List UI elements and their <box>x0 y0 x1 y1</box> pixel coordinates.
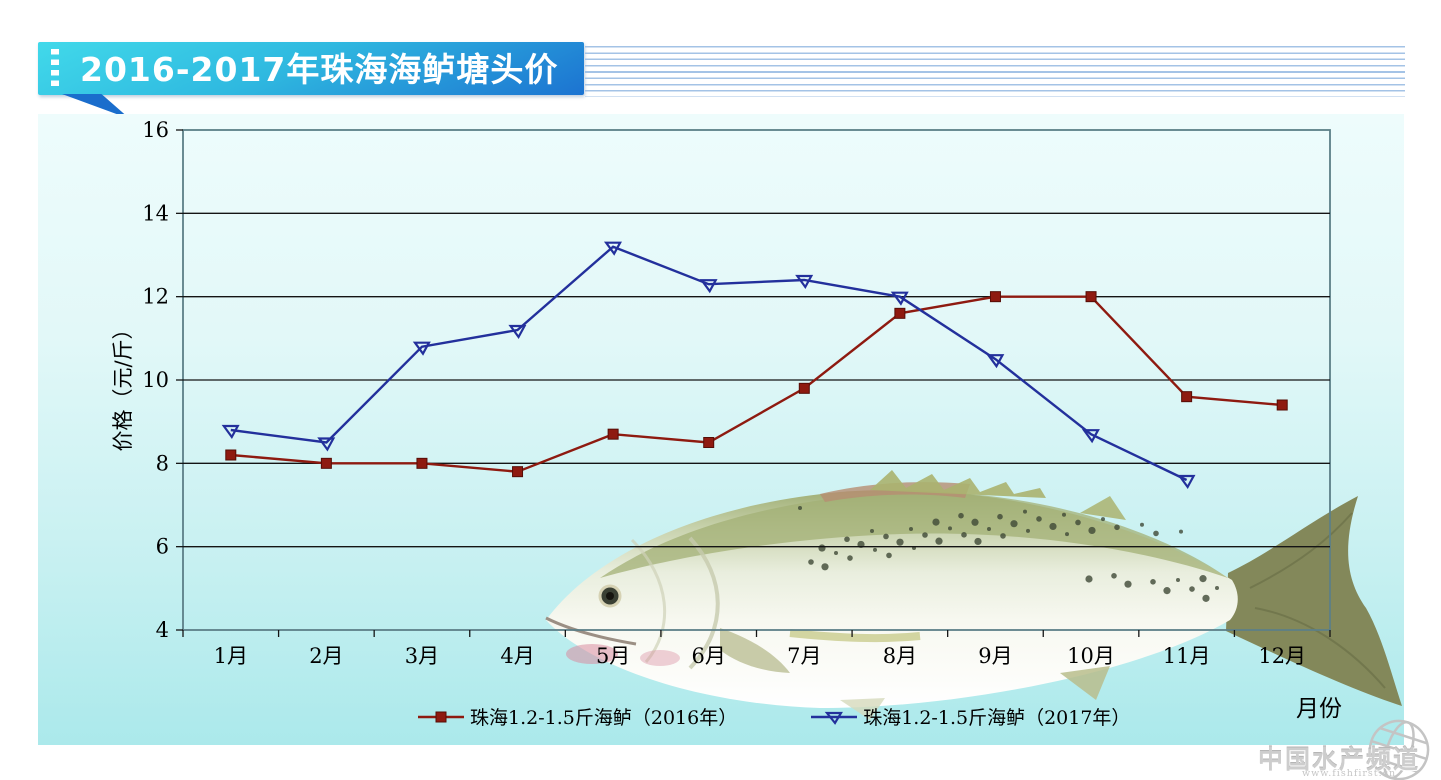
fish-pectoral-fin <box>720 628 790 673</box>
legend-marker-2016-icon <box>418 711 464 722</box>
data-point-marker <box>607 428 619 440</box>
x-tick-label: 1月 <box>214 644 248 668</box>
y-tick-label: 16 <box>142 118 169 142</box>
data-point-marker <box>986 354 1005 369</box>
x-tick-label: 3月 <box>405 644 439 668</box>
data-point-marker <box>989 291 1001 303</box>
x-tick-label: 4月 <box>500 644 534 668</box>
data-point-marker <box>1177 474 1196 490</box>
y-tick-label: 4 <box>156 618 169 642</box>
x-axis-title: 月份 <box>1296 696 1342 722</box>
series-line <box>230 295 1283 473</box>
x-tick-label: 12月 <box>1258 644 1306 668</box>
x-tick-label: 10月 <box>1067 644 1115 668</box>
x-tick-label: 8月 <box>883 644 917 668</box>
data-point-marker <box>1081 429 1100 444</box>
data-point-marker <box>508 324 527 340</box>
fish-tail <box>1226 496 1402 706</box>
x-tick-label: 7月 <box>787 644 821 668</box>
x-tick-label: 2月 <box>309 644 343 668</box>
data-point-marker <box>416 457 428 469</box>
data-point-marker <box>1085 291 1097 303</box>
data-point-marker <box>1181 391 1193 403</box>
watermark-brand: 中国水产频道 <box>1258 745 1421 774</box>
y-tick-label: 14 <box>142 201 169 225</box>
fish-image <box>545 470 1402 720</box>
y-axis-title: 价格（元/斤） <box>111 318 135 452</box>
legend-marker-2017-icon <box>811 711 858 725</box>
chart-legend: 珠海1.2-1.5斤海鲈（2016年） 珠海1.2-1.5斤海鲈（2017年） <box>418 703 1130 730</box>
data-point-marker <box>894 307 906 319</box>
data-point-marker <box>512 466 524 478</box>
data-point-marker <box>603 241 622 256</box>
data-point-marker <box>225 449 237 461</box>
y-tick-label: 12 <box>142 285 169 309</box>
data-point-marker <box>1276 399 1288 411</box>
title-banner: 2016-2017年珠海海鲈塘头价 <box>38 42 584 95</box>
data-point-marker <box>798 382 810 394</box>
series-line <box>230 245 1188 482</box>
page-title: 2016-2017年珠海海鲈塘头价 <box>80 50 559 89</box>
decorative-stripes <box>585 46 1405 97</box>
data-point-marker <box>221 424 240 440</box>
globe-icon <box>1368 719 1430 780</box>
data-point-marker <box>317 437 336 452</box>
data-point-marker <box>795 274 814 290</box>
x-tick-label: 5月 <box>596 644 630 668</box>
data-point-marker <box>412 341 431 356</box>
fish-dorsal-fin <box>870 470 1046 498</box>
x-tick-label: 6月 <box>692 644 726 668</box>
data-point-marker <box>699 279 718 294</box>
legend-label-2016: 珠海1.2-1.5斤海鲈（2016年） <box>470 707 738 729</box>
data-point-marker <box>703 437 715 448</box>
y-tick-label: 10 <box>142 368 169 392</box>
y-tick-label: 6 <box>156 535 169 559</box>
watermark-url: www.fishfirst.cn <box>1302 768 1397 779</box>
x-tick-label: 9月 <box>978 644 1012 668</box>
legend-item-2016: 珠海1.2-1.5斤海鲈（2016年） <box>418 703 737 730</box>
x-tick-label: 11月 <box>1163 644 1211 668</box>
legend-label-2017: 珠海1.2-1.5斤海鲈（2017年） <box>863 707 1131 729</box>
data-point-marker <box>320 457 332 469</box>
legend-item-2017: 珠海1.2-1.5斤海鲈（2017年） <box>811 703 1130 730</box>
y-tick-label: 8 <box>156 451 169 475</box>
dotted-line-icon <box>51 49 59 88</box>
data-point-marker <box>890 291 909 306</box>
